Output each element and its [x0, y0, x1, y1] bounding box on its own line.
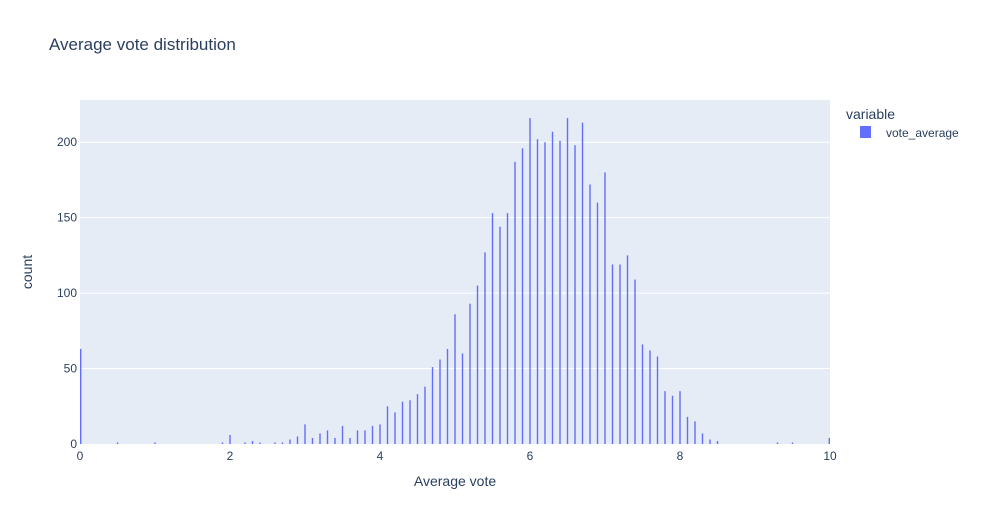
histogram-bar[interactable]: [521, 148, 524, 444]
histogram-bar[interactable]: [649, 350, 651, 444]
histogram-bar[interactable]: [604, 172, 606, 444]
histogram-bar[interactable]: [296, 436, 299, 444]
histogram-bar[interactable]: [619, 264, 621, 444]
histogram-bar[interactable]: [566, 118, 569, 445]
x-tick-label: 8: [677, 449, 684, 463]
y-tick-label: 100: [57, 286, 77, 300]
histogram-bar[interactable]: [514, 161, 516, 444]
histogram-bar[interactable]: [469, 303, 471, 444]
histogram-bar[interactable]: [701, 433, 704, 444]
histogram-bar[interactable]: [409, 400, 411, 444]
histogram-bar[interactable]: [634, 279, 636, 444]
x-tick-label: 10: [823, 449, 837, 463]
histogram-bar[interactable]: [506, 213, 509, 444]
histogram-bar[interactable]: [341, 425, 344, 444]
histogram-bar[interactable]: [281, 442, 284, 444]
histogram-bar[interactable]: [304, 424, 306, 444]
histogram-bar[interactable]: [364, 430, 366, 444]
histogram-bar[interactable]: [596, 202, 599, 444]
legend-swatch: [860, 126, 871, 138]
histogram-bar[interactable]: [499, 226, 501, 444]
histogram-bar[interactable]: [116, 442, 119, 444]
histogram-bar[interactable]: [251, 440, 254, 444]
histogram-bar[interactable]: [529, 118, 531, 445]
histogram-bar[interactable]: [154, 442, 156, 444]
y-axis-title: count: [19, 255, 35, 289]
histogram-bar[interactable]: [776, 442, 779, 444]
histogram-bar[interactable]: [311, 437, 314, 444]
histogram-bar[interactable]: [664, 391, 666, 444]
histogram-bar[interactable]: [641, 344, 644, 444]
histogram-bar[interactable]: [551, 131, 554, 444]
histogram-bar[interactable]: [589, 184, 591, 445]
x-tick-label: 6: [527, 449, 534, 463]
x-axis-title: Average vote: [414, 473, 496, 489]
histogram-bar[interactable]: [461, 353, 464, 444]
histogram-bar[interactable]: [401, 401, 404, 444]
histogram-bar[interactable]: [791, 442, 794, 444]
chart-title: Average vote distribution: [49, 35, 236, 54]
histogram-bar[interactable]: [356, 430, 359, 444]
y-tick-label: 0: [70, 437, 77, 451]
histogram-bar[interactable]: [289, 439, 291, 444]
histogram-bar[interactable]: [626, 255, 629, 444]
histogram-bar[interactable]: [221, 442, 224, 444]
histogram-bar[interactable]: [491, 213, 494, 444]
x-axis-ticks: 0 2 4 6 8 10: [77, 449, 837, 463]
histogram-bar[interactable]: [671, 395, 674, 444]
y-axis-ticks: 0 50 100 150 200: [57, 135, 77, 451]
histogram-bar[interactable]: [424, 386, 426, 444]
histogram-bar[interactable]: [80, 348, 82, 444]
y-tick-label: 50: [64, 362, 78, 376]
histogram-bar[interactable]: [259, 442, 261, 444]
histogram-bar[interactable]: [716, 440, 719, 444]
histogram-bar[interactable]: [709, 439, 711, 444]
x-tick-label: 2: [227, 449, 234, 463]
histogram-bar[interactable]: [679, 391, 681, 444]
histogram-bar[interactable]: [379, 424, 381, 444]
histogram-bar[interactable]: [371, 425, 374, 444]
y-tick-label: 200: [57, 135, 77, 149]
histogram-bar[interactable]: [349, 437, 351, 444]
histogram-bar[interactable]: [394, 412, 396, 444]
histogram-bar[interactable]: [229, 434, 231, 444]
histogram-bar[interactable]: [439, 359, 441, 444]
histogram-bar[interactable]: [559, 140, 561, 444]
legend: variable vote_average: [846, 106, 959, 140]
histogram-bar[interactable]: [544, 142, 546, 445]
histogram-bar[interactable]: [686, 416, 689, 444]
x-tick-label: 0: [77, 449, 84, 463]
histogram-bar[interactable]: [581, 122, 584, 444]
legend-title: variable: [846, 106, 895, 122]
histogram-bar[interactable]: [536, 139, 539, 444]
grid-lines: [80, 141, 830, 370]
y-tick-label: 150: [57, 211, 77, 225]
x-tick-label: 4: [377, 449, 384, 463]
histogram-bar[interactable]: [416, 394, 419, 444]
histogram-bar[interactable]: [244, 442, 246, 444]
histogram-bar[interactable]: [446, 348, 449, 444]
histogram-bar[interactable]: [476, 285, 479, 444]
histogram-bar[interactable]: [574, 145, 576, 444]
bars: [80, 118, 830, 445]
histogram-bar[interactable]: [431, 367, 434, 444]
histogram-bar[interactable]: [656, 356, 659, 444]
legend-label[interactable]: vote_average: [886, 126, 959, 140]
histogram-bar[interactable]: [454, 314, 456, 444]
histogram-bar[interactable]: [319, 433, 321, 444]
histogram-bar[interactable]: [386, 406, 389, 444]
histogram-bar[interactable]: [694, 421, 696, 444]
histogram-bar[interactable]: [274, 442, 276, 444]
histogram-bar[interactable]: [611, 264, 614, 444]
histogram-bar[interactable]: [326, 430, 329, 444]
histogram-bar[interactable]: [484, 252, 486, 444]
histogram-bar[interactable]: [334, 437, 336, 444]
histogram-bar[interactable]: [828, 437, 830, 444]
